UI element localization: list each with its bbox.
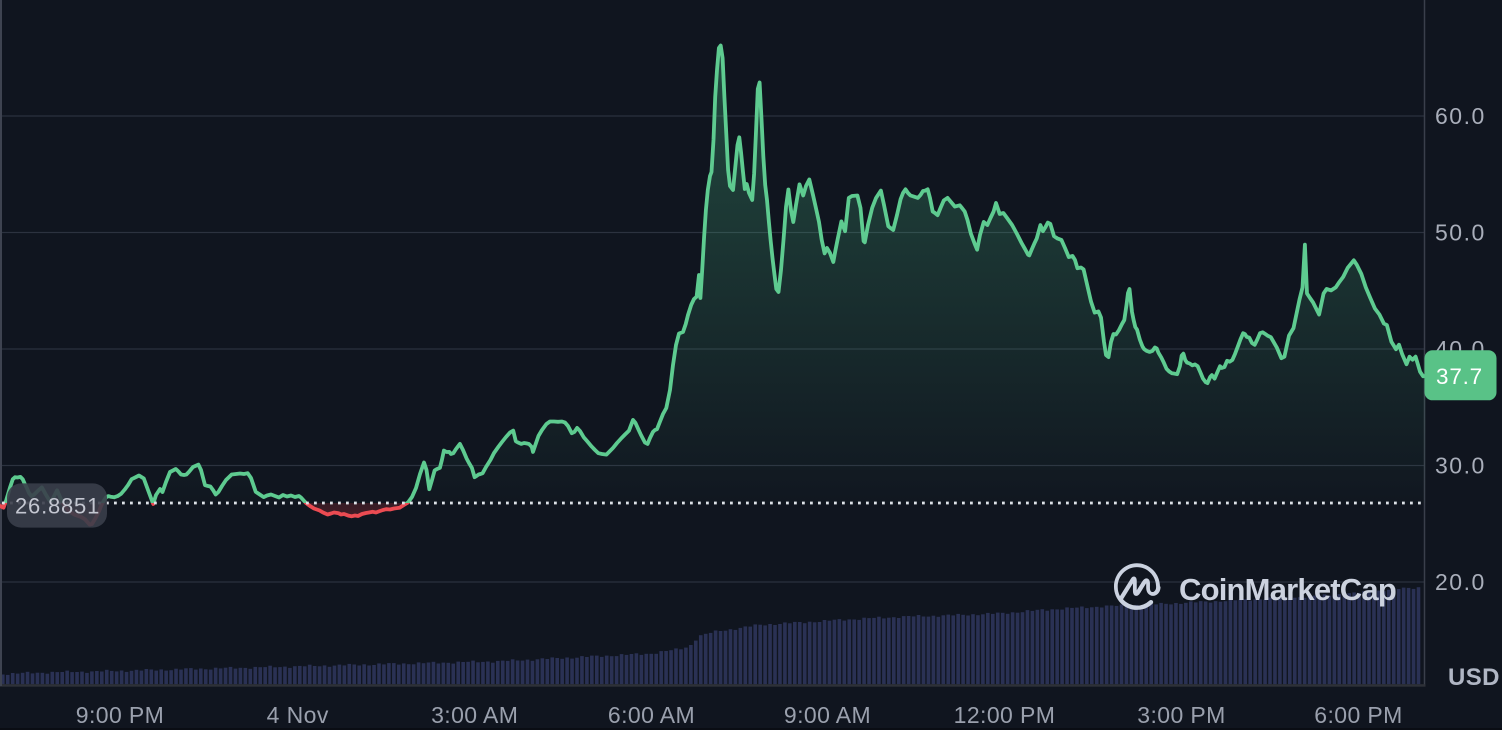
svg-text:9:00 AM: 9:00 AM	[784, 702, 871, 728]
svg-text:6:00 AM: 6:00 AM	[608, 702, 695, 728]
svg-text:50.0: 50.0	[1435, 220, 1486, 246]
svg-text:CoinMarketCap: CoinMarketCap	[1179, 572, 1396, 607]
svg-text:9:00 PM: 9:00 PM	[76, 702, 164, 728]
svg-text:USD: USD	[1448, 664, 1500, 691]
svg-text:60.0: 60.0	[1435, 103, 1486, 129]
svg-text:3:00 AM: 3:00 AM	[431, 702, 518, 728]
svg-text:26.8851: 26.8851	[15, 494, 100, 519]
svg-text:6:00 PM: 6:00 PM	[1314, 702, 1402, 728]
svg-text:20.0: 20.0	[1435, 569, 1486, 595]
svg-text:37.7: 37.7	[1436, 364, 1483, 389]
svg-text:12:00 PM: 12:00 PM	[954, 702, 1056, 728]
svg-text:3:00 PM: 3:00 PM	[1137, 702, 1225, 728]
svg-text:30.0: 30.0	[1435, 453, 1486, 479]
svg-text:4 Nov: 4 Nov	[267, 702, 329, 728]
